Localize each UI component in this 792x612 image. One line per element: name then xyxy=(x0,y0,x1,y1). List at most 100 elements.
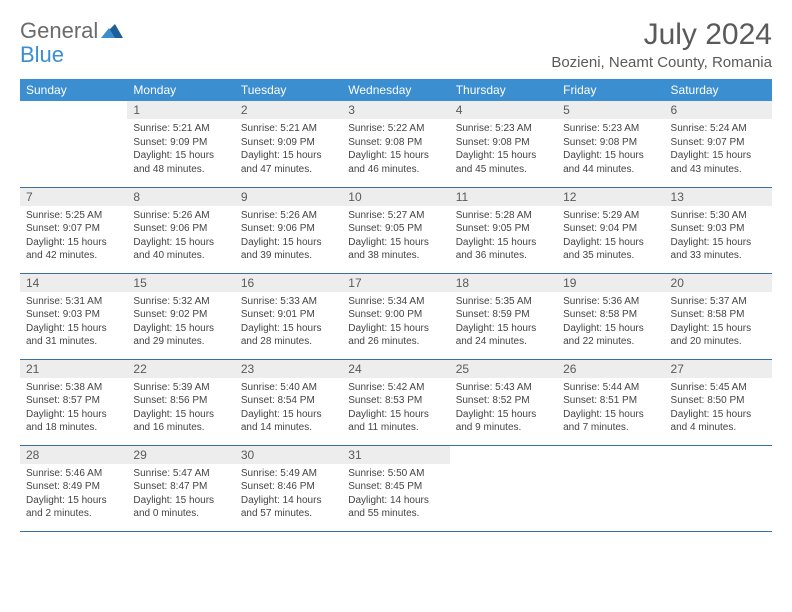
day-number: 28 xyxy=(20,446,127,464)
logo-text-blue-wrap: Blue xyxy=(20,42,64,68)
calendar-cell: 31Sunrise: 5:50 AMSunset: 8:45 PMDayligh… xyxy=(342,445,449,531)
daylight-text: Daylight: 15 hours and 14 minutes. xyxy=(241,408,336,435)
sunrise-text: Sunrise: 5:23 AM xyxy=(456,122,551,136)
daylight-text: Daylight: 15 hours and 44 minutes. xyxy=(563,149,658,176)
day-details: Sunrise: 5:36 AMSunset: 8:58 PMDaylight:… xyxy=(557,292,664,353)
day-details: Sunrise: 5:25 AMSunset: 9:07 PMDaylight:… xyxy=(20,206,127,267)
calendar-cell: 12Sunrise: 5:29 AMSunset: 9:04 PMDayligh… xyxy=(557,187,664,273)
day-details: Sunrise: 5:37 AMSunset: 8:58 PMDaylight:… xyxy=(665,292,772,353)
day-number: 2 xyxy=(235,101,342,119)
sunrise-text: Sunrise: 5:33 AM xyxy=(241,295,336,309)
sunrise-text: Sunrise: 5:43 AM xyxy=(456,381,551,395)
day-details: Sunrise: 5:29 AMSunset: 9:04 PMDaylight:… xyxy=(557,206,664,267)
sunset-text: Sunset: 9:06 PM xyxy=(241,222,336,236)
day-number: 20 xyxy=(665,274,772,292)
sunset-text: Sunset: 9:09 PM xyxy=(133,136,228,150)
calendar-week-row: 21Sunrise: 5:38 AMSunset: 8:57 PMDayligh… xyxy=(20,359,772,445)
sunrise-text: Sunrise: 5:31 AM xyxy=(26,295,121,309)
sunset-text: Sunset: 9:03 PM xyxy=(26,308,121,322)
sunset-text: Sunset: 9:00 PM xyxy=(348,308,443,322)
day-number: 24 xyxy=(342,360,449,378)
sunset-text: Sunset: 9:05 PM xyxy=(348,222,443,236)
sunset-text: Sunset: 8:53 PM xyxy=(348,394,443,408)
day-details: Sunrise: 5:46 AMSunset: 8:49 PMDaylight:… xyxy=(20,464,127,525)
sunset-text: Sunset: 9:09 PM xyxy=(241,136,336,150)
calendar-cell: 27Sunrise: 5:45 AMSunset: 8:50 PMDayligh… xyxy=(665,359,772,445)
sunset-text: Sunset: 8:51 PM xyxy=(563,394,658,408)
sunrise-text: Sunrise: 5:37 AM xyxy=(671,295,766,309)
daylight-text: Daylight: 14 hours and 57 minutes. xyxy=(241,494,336,521)
sunset-text: Sunset: 9:03 PM xyxy=(671,222,766,236)
calendar-cell: 23Sunrise: 5:40 AMSunset: 8:54 PMDayligh… xyxy=(235,359,342,445)
calendar-week-row: 14Sunrise: 5:31 AMSunset: 9:03 PMDayligh… xyxy=(20,273,772,359)
day-number: 26 xyxy=(557,360,664,378)
sunset-text: Sunset: 9:01 PM xyxy=(241,308,336,322)
sunrise-text: Sunrise: 5:21 AM xyxy=(133,122,228,136)
daylight-text: Daylight: 15 hours and 7 minutes. xyxy=(563,408,658,435)
header: General July 2024 Bozieni, Neamt County,… xyxy=(20,18,772,71)
sunrise-text: Sunrise: 5:46 AM xyxy=(26,467,121,481)
calendar-cell: 19Sunrise: 5:36 AMSunset: 8:58 PMDayligh… xyxy=(557,273,664,359)
calendar-cell: 14Sunrise: 5:31 AMSunset: 9:03 PMDayligh… xyxy=(20,273,127,359)
calendar-body: 1Sunrise: 5:21 AMSunset: 9:09 PMDaylight… xyxy=(20,101,772,531)
sunrise-text: Sunrise: 5:28 AM xyxy=(456,209,551,223)
calendar-week-row: 28Sunrise: 5:46 AMSunset: 8:49 PMDayligh… xyxy=(20,445,772,531)
day-number: 21 xyxy=(20,360,127,378)
daylight-text: Daylight: 15 hours and 22 minutes. xyxy=(563,322,658,349)
day-number: 18 xyxy=(450,274,557,292)
daylight-text: Daylight: 14 hours and 55 minutes. xyxy=(348,494,443,521)
calendar-cell: 26Sunrise: 5:44 AMSunset: 8:51 PMDayligh… xyxy=(557,359,664,445)
day-number: 31 xyxy=(342,446,449,464)
day-details: Sunrise: 5:33 AMSunset: 9:01 PMDaylight:… xyxy=(235,292,342,353)
daylight-text: Daylight: 15 hours and 31 minutes. xyxy=(26,322,121,349)
sunset-text: Sunset: 9:02 PM xyxy=(133,308,228,322)
sunset-text: Sunset: 9:08 PM xyxy=(563,136,658,150)
sunrise-text: Sunrise: 5:23 AM xyxy=(563,122,658,136)
calendar-cell: 29Sunrise: 5:47 AMSunset: 8:47 PMDayligh… xyxy=(127,445,234,531)
calendar-cell: 5 Sunrise: 5:23 AMSunset: 9:08 PMDaylight… xyxy=(557,101,664,187)
day-number: 4 xyxy=(450,101,557,119)
calendar-cell: 21Sunrise: 5:38 AMSunset: 8:57 PMDayligh… xyxy=(20,359,127,445)
day-details: Sunrise: 5:50 AMSunset: 8:45 PMDaylight:… xyxy=(342,464,449,525)
day-number: 29 xyxy=(127,446,234,464)
day-number: 5 xyxy=(557,101,664,119)
calendar-cell xyxy=(450,445,557,531)
daylight-text: Daylight: 15 hours and 29 minutes. xyxy=(133,322,228,349)
daylight-text: Daylight: 15 hours and 40 minutes. xyxy=(133,236,228,263)
calendar-cell xyxy=(557,445,664,531)
weekday-header: Monday xyxy=(127,79,234,101)
day-details: Sunrise: 5:30 AMSunset: 9:03 PMDaylight:… xyxy=(665,206,772,267)
daylight-text: Daylight: 15 hours and 46 minutes. xyxy=(348,149,443,176)
day-number: 1 xyxy=(127,101,234,119)
day-details: Sunrise: 5:35 AMSunset: 8:59 PMDaylight:… xyxy=(450,292,557,353)
calendar-cell: 8Sunrise: 5:26 AMSunset: 9:06 PMDaylight… xyxy=(127,187,234,273)
sunrise-text: Sunrise: 5:49 AM xyxy=(241,467,336,481)
sunrise-text: Sunrise: 5:35 AM xyxy=(456,295,551,309)
day-number: 3 xyxy=(342,101,449,119)
day-number: 19 xyxy=(557,274,664,292)
day-number xyxy=(450,446,557,464)
day-number: 12 xyxy=(557,188,664,206)
logo-text-blue: Blue xyxy=(20,42,64,67)
sunrise-text: Sunrise: 5:34 AM xyxy=(348,295,443,309)
sunrise-text: Sunrise: 5:22 AM xyxy=(348,122,443,136)
sunrise-text: Sunrise: 5:25 AM xyxy=(26,209,121,223)
day-number: 27 xyxy=(665,360,772,378)
weekday-header: Thursday xyxy=(450,79,557,101)
month-title: July 2024 xyxy=(551,18,772,52)
day-details: Sunrise: 5:39 AMSunset: 8:56 PMDaylight:… xyxy=(127,378,234,439)
calendar-table: SundayMondayTuesdayWednesdayThursdayFrid… xyxy=(20,79,772,532)
sunset-text: Sunset: 8:50 PM xyxy=(671,394,766,408)
weekday-header: Saturday xyxy=(665,79,772,101)
sunrise-text: Sunrise: 5:45 AM xyxy=(671,381,766,395)
sunrise-text: Sunrise: 5:42 AM xyxy=(348,381,443,395)
calendar-cell: 11Sunrise: 5:28 AMSunset: 9:05 PMDayligh… xyxy=(450,187,557,273)
day-number: 6 xyxy=(665,101,772,119)
daylight-text: Daylight: 15 hours and 11 minutes. xyxy=(348,408,443,435)
calendar-cell: 2Sunrise: 5:21 AMSunset: 9:09 PMDaylight… xyxy=(235,101,342,187)
sunset-text: Sunset: 8:46 PM xyxy=(241,480,336,494)
day-details: Sunrise: 5:21 AMSunset: 9:09 PMDaylight:… xyxy=(127,119,234,180)
sunrise-text: Sunrise: 5:26 AM xyxy=(241,209,336,223)
daylight-text: Daylight: 15 hours and 43 minutes. xyxy=(671,149,766,176)
day-details: Sunrise: 5:45 AMSunset: 8:50 PMDaylight:… xyxy=(665,378,772,439)
